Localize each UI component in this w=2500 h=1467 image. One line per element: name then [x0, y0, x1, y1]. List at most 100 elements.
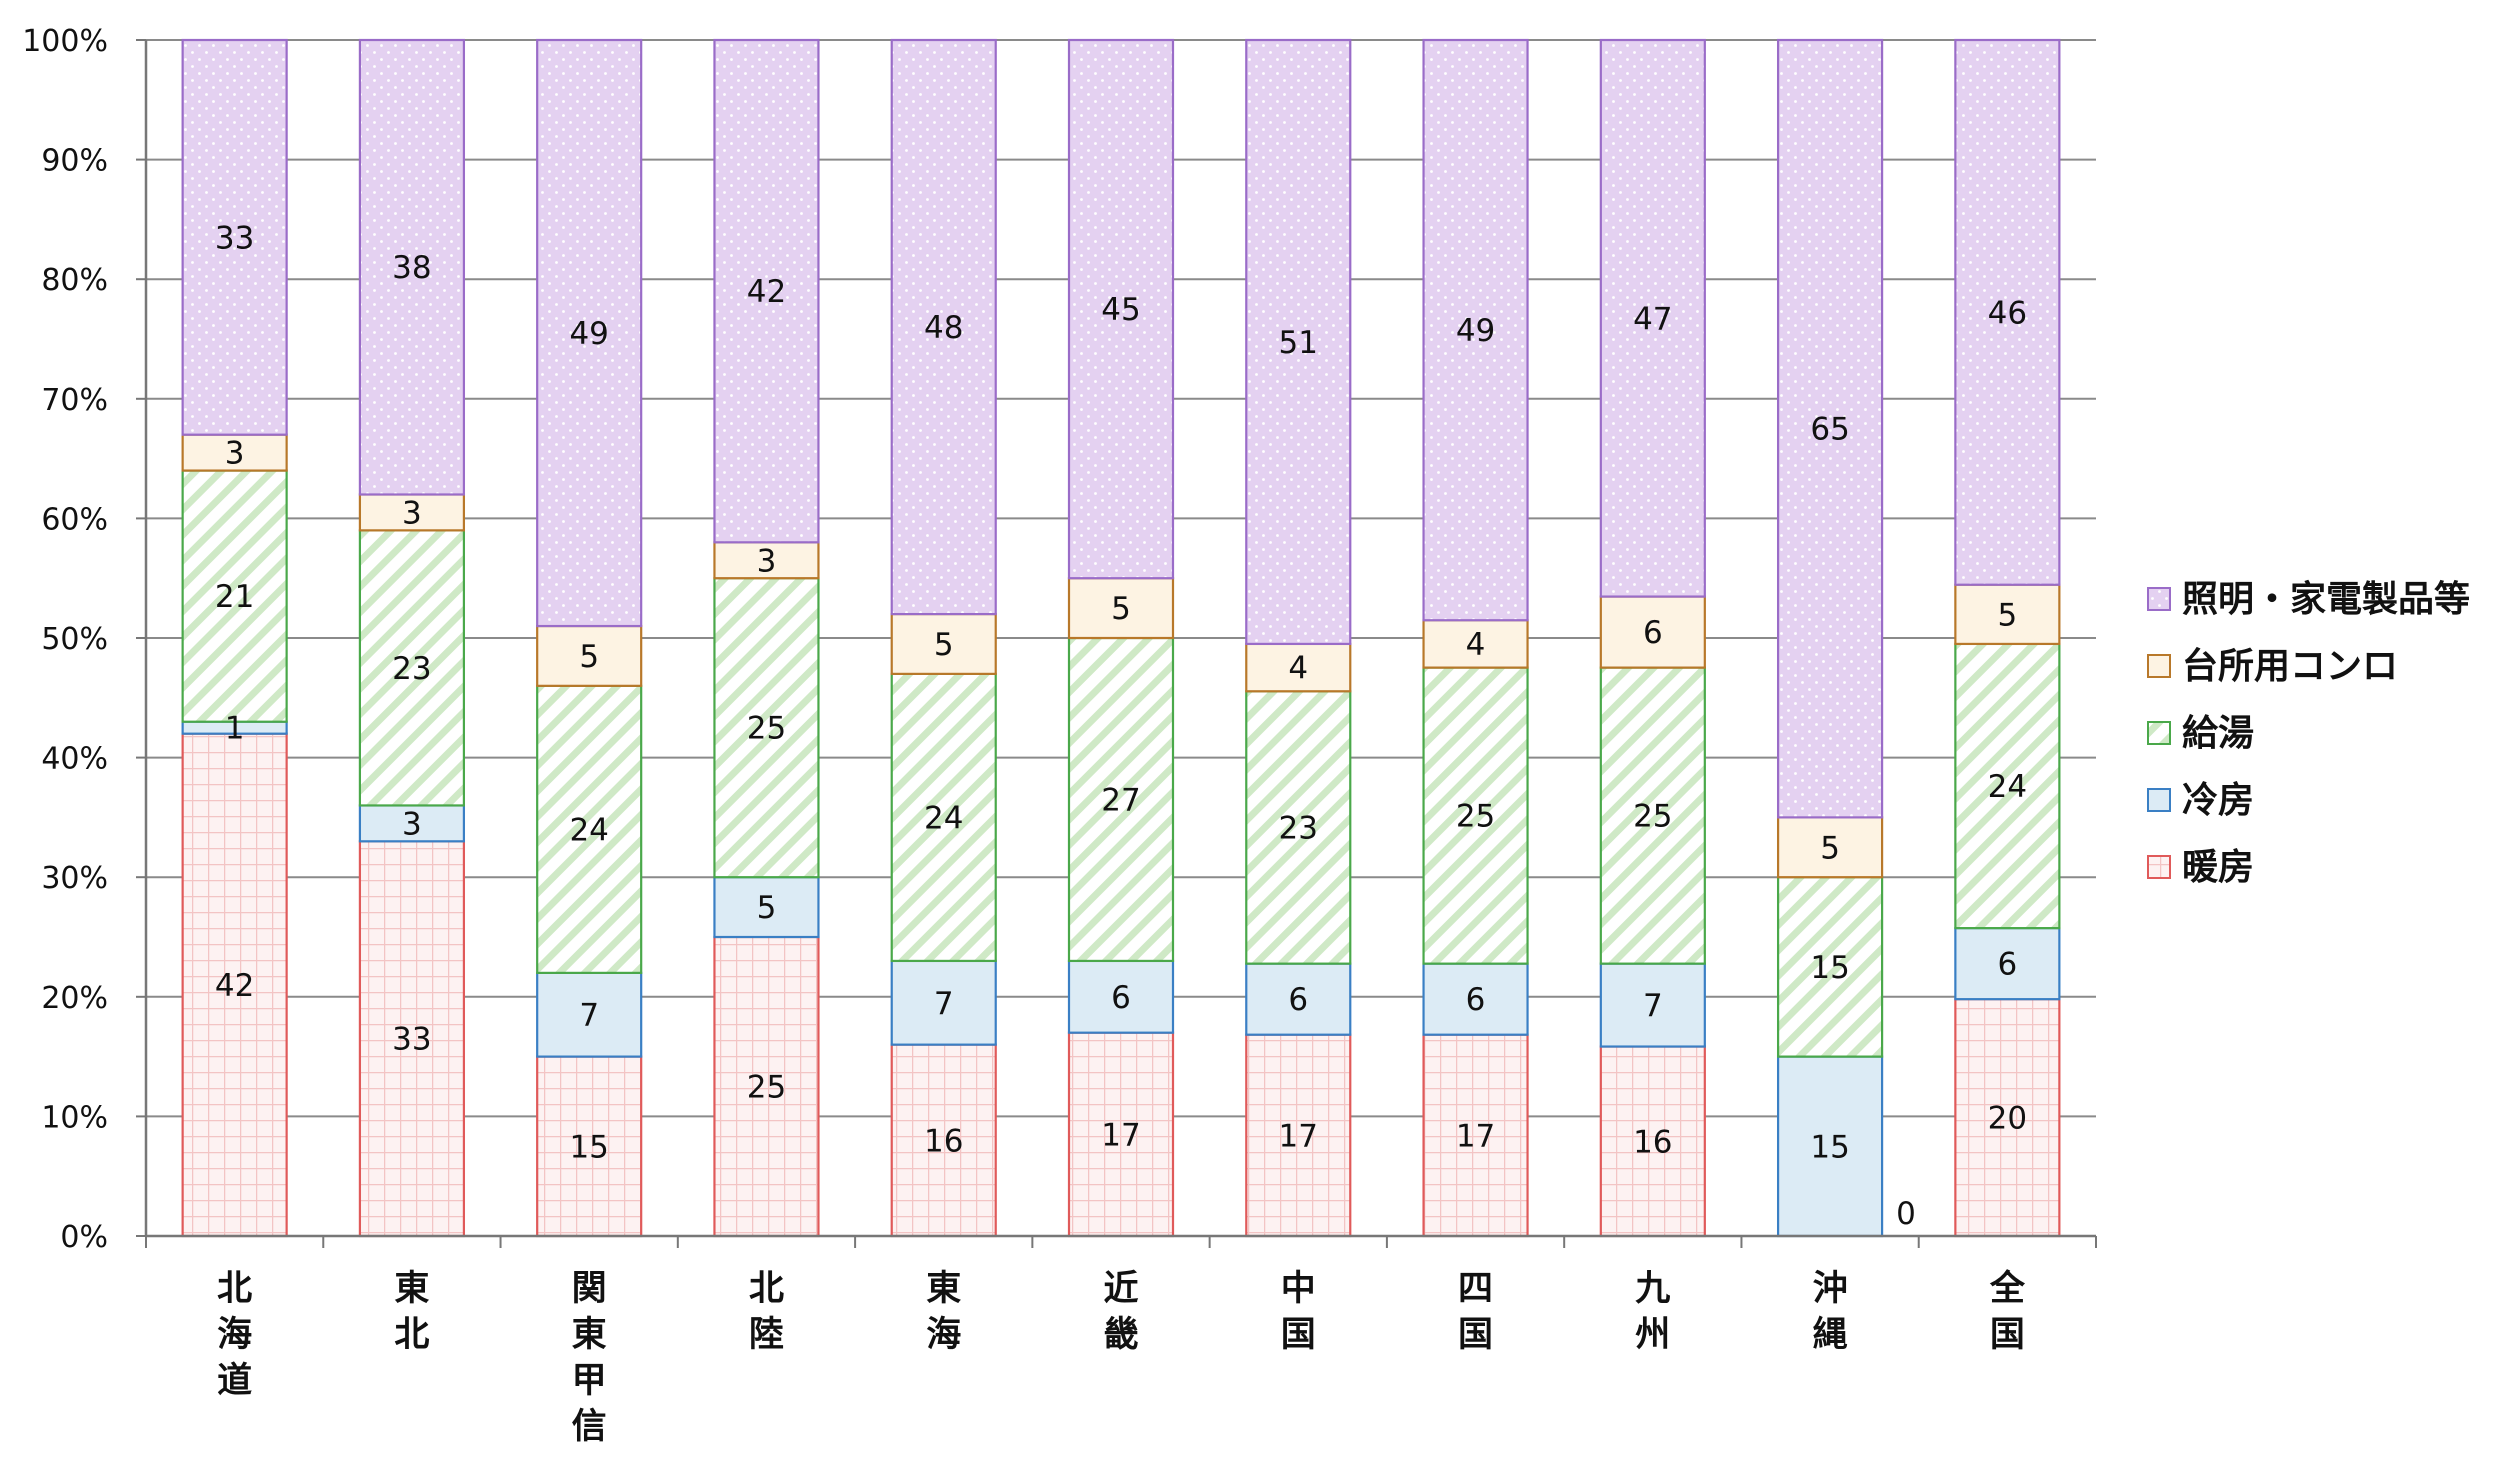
category-label: 東 [394, 1269, 429, 1309]
y-tick-label: 0% [60, 1220, 108, 1255]
y-tick-label: 30% [41, 861, 108, 896]
data-label: 15 [1810, 1129, 1849, 1165]
data-label: 65 [1810, 412, 1849, 448]
bar-segment [1776, 38, 1884, 819]
category-label: 信 [572, 1407, 607, 1447]
data-label: 47 [1633, 301, 1672, 337]
data-label: 49 [1456, 313, 1495, 349]
y-tick-label: 60% [41, 502, 108, 537]
y-axis-tick-labels: 0% 10% 20% 30% 40% 50% 60% 70% 80% 90% 100% [22, 24, 108, 1255]
category-label: 道 [217, 1361, 252, 1401]
bar-segment [1422, 619, 1529, 669]
category-label: 海 [217, 1315, 252, 1355]
bar-segment [713, 577, 820, 879]
bar-segment [358, 804, 466, 843]
data-label: 38 [392, 250, 431, 286]
legend-swatch [2147, 587, 2171, 611]
data-label: 6 [1466, 982, 1486, 1018]
data-label: 6 [1111, 980, 1131, 1016]
bar-segment [1954, 642, 2061, 930]
category-label: 沖 [1813, 1269, 1848, 1309]
y-tick-label: 10% [41, 1100, 108, 1135]
data-label: 5 [1997, 597, 2017, 633]
category-label: 四 [1458, 1269, 1493, 1309]
y-tick-label: 40% [41, 742, 108, 777]
category-label: 北 [217, 1269, 252, 1309]
bar-segment [536, 684, 643, 974]
bar-segment [181, 38, 288, 436]
bar-segment [1954, 927, 2061, 1001]
category-label: 陸 [749, 1315, 784, 1355]
data-label: 20 [1988, 1101, 2027, 1137]
y-tick-label: 80% [41, 263, 108, 298]
data-label: 46 [1988, 295, 2027, 331]
legend-label: 照明・家電製品等 [2182, 579, 2470, 620]
data-label: 21 [215, 579, 254, 615]
axes [136, 39, 2097, 1248]
data-label: 1 [225, 711, 245, 747]
data-label: 0 [1896, 1196, 1916, 1232]
category-label: 中 [1281, 1269, 1316, 1309]
bar-segment [1422, 962, 1529, 1036]
bar-segment [1067, 636, 1175, 963]
category-label: 東 [572, 1315, 607, 1355]
category-label: 北 [749, 1269, 784, 1309]
data-label: 16 [1633, 1124, 1672, 1160]
category-label: 関 [572, 1269, 607, 1309]
legend-label: 給湯 [2182, 713, 2254, 754]
data-label: 24 [1988, 769, 2027, 805]
data-label: 6 [1643, 615, 1663, 651]
data-labels: 4212133333323338157245492552534216724548… [215, 220, 2027, 1232]
bar-segment [1599, 38, 1706, 598]
data-label: 33 [392, 1022, 431, 1058]
data-label: 7 [934, 986, 954, 1022]
bar-segment [1599, 962, 1706, 1048]
category-label: 国 [1458, 1315, 1493, 1355]
data-label: 7 [1643, 988, 1663, 1024]
data-label: 23 [392, 651, 431, 687]
data-label: 6 [1288, 982, 1308, 1018]
bar-segment [1245, 690, 1352, 965]
data-label: 23 [1279, 810, 1318, 846]
legend-swatch [2147, 788, 2171, 812]
data-label: 24 [924, 800, 963, 836]
y-tick-label: 100% [22, 24, 108, 59]
data-label: 4 [1466, 627, 1486, 663]
data-label: 25 [1456, 799, 1495, 835]
data-label: 25 [747, 711, 786, 747]
data-label: 27 [1101, 782, 1140, 818]
data-label: 25 [747, 1070, 786, 1106]
data-label: 42 [215, 968, 254, 1004]
data-label: 42 [747, 274, 786, 310]
category-label: 東 [926, 1269, 961, 1309]
data-label: 17 [1101, 1117, 1140, 1153]
category-label: 甲 [572, 1361, 607, 1401]
category-label: 全 [1989, 1268, 2026, 1309]
data-label: 4 [1288, 651, 1308, 687]
bar-segment [1422, 38, 1529, 622]
bar-segment [713, 876, 820, 939]
data-label: 17 [1279, 1118, 1318, 1154]
bar-segment [1245, 962, 1352, 1036]
legend-label: 暖房 [2182, 847, 2254, 888]
bar-segment [1954, 583, 2061, 646]
bar-segment [713, 541, 820, 580]
legend-label: 冷房 [2182, 780, 2254, 821]
y-tick-label: 50% [41, 622, 108, 657]
legend-swatch [2147, 654, 2171, 678]
category-label: 近 [1103, 1269, 1138, 1309]
bar-segment [181, 469, 288, 723]
bar-segment [1954, 38, 2061, 586]
data-label: 33 [215, 220, 254, 256]
category-label: 州 [1635, 1315, 1670, 1355]
bar-segment [1067, 959, 1175, 1034]
legend-label: 台所用コンロ [2182, 646, 2398, 687]
data-label: 15 [1810, 950, 1849, 986]
bar-segment [1067, 38, 1175, 580]
data-label: 51 [1279, 325, 1318, 361]
bar-segment [358, 38, 466, 496]
data-label: 24 [569, 812, 608, 848]
category-label: 北 [394, 1315, 429, 1355]
